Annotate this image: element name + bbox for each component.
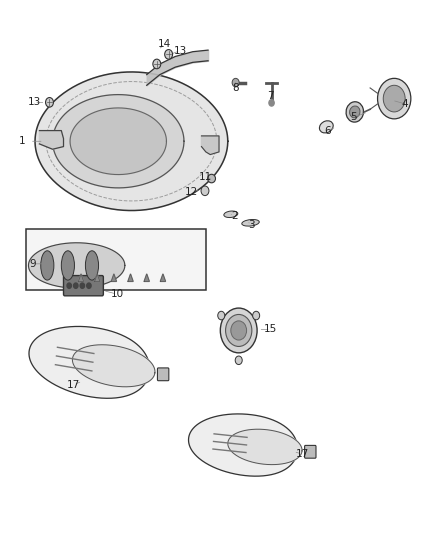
- Circle shape: [46, 98, 53, 107]
- Circle shape: [165, 50, 173, 59]
- Ellipse shape: [319, 121, 333, 133]
- Circle shape: [74, 283, 78, 288]
- Circle shape: [253, 311, 260, 320]
- Text: 13: 13: [174, 46, 187, 55]
- Text: 17: 17: [67, 380, 80, 390]
- Text: 9: 9: [29, 259, 36, 269]
- Circle shape: [231, 321, 247, 340]
- Polygon shape: [28, 243, 125, 288]
- Text: 1: 1: [18, 136, 25, 146]
- Ellipse shape: [208, 174, 215, 183]
- Circle shape: [226, 314, 252, 346]
- Text: 10: 10: [111, 289, 124, 299]
- Polygon shape: [228, 429, 302, 465]
- Polygon shape: [95, 274, 100, 281]
- Polygon shape: [201, 136, 219, 155]
- Circle shape: [67, 283, 71, 288]
- Circle shape: [235, 356, 242, 365]
- Ellipse shape: [346, 102, 364, 122]
- Polygon shape: [160, 274, 166, 281]
- Text: 5: 5: [350, 112, 357, 122]
- Polygon shape: [29, 326, 150, 398]
- Polygon shape: [128, 274, 133, 281]
- Polygon shape: [78, 274, 84, 281]
- Text: 12: 12: [185, 187, 198, 197]
- FancyBboxPatch shape: [304, 446, 316, 458]
- Ellipse shape: [350, 106, 360, 118]
- Text: 11: 11: [198, 172, 212, 182]
- Circle shape: [201, 186, 209, 196]
- Circle shape: [378, 78, 411, 119]
- Circle shape: [269, 100, 274, 106]
- Circle shape: [80, 283, 85, 288]
- Polygon shape: [53, 95, 184, 188]
- Ellipse shape: [242, 220, 259, 226]
- FancyBboxPatch shape: [64, 276, 103, 296]
- Polygon shape: [144, 274, 149, 281]
- Polygon shape: [35, 72, 228, 211]
- Text: 13: 13: [28, 98, 41, 107]
- Ellipse shape: [85, 251, 99, 280]
- Text: 8: 8: [232, 83, 239, 93]
- Text: 15: 15: [264, 325, 277, 334]
- Polygon shape: [72, 345, 155, 387]
- Circle shape: [383, 85, 405, 112]
- Text: 14: 14: [158, 39, 171, 49]
- Ellipse shape: [41, 251, 54, 280]
- Ellipse shape: [224, 211, 238, 217]
- Ellipse shape: [61, 251, 74, 280]
- Text: 17: 17: [296, 449, 309, 459]
- Circle shape: [153, 59, 161, 69]
- Text: 6: 6: [324, 126, 331, 135]
- Circle shape: [232, 78, 239, 87]
- Bar: [26, 229, 206, 290]
- Polygon shape: [39, 131, 64, 149]
- Polygon shape: [188, 414, 297, 476]
- Circle shape: [218, 311, 225, 320]
- Text: 4: 4: [402, 99, 409, 109]
- Text: 2: 2: [231, 211, 238, 221]
- Text: 7: 7: [267, 91, 274, 101]
- Polygon shape: [70, 108, 166, 174]
- Circle shape: [87, 283, 91, 288]
- Polygon shape: [111, 274, 117, 281]
- FancyBboxPatch shape: [157, 368, 169, 381]
- Circle shape: [220, 308, 257, 353]
- Text: 3: 3: [248, 220, 255, 230]
